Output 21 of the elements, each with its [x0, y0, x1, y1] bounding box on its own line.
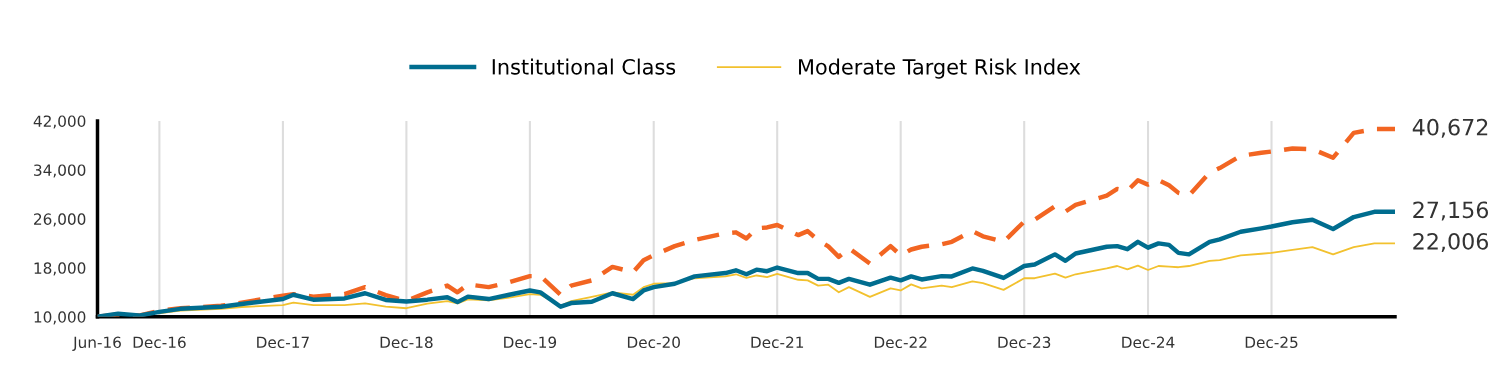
- y-tick-label: 42,000: [33, 115, 86, 129]
- x-tick-label: Dec-21: [751, 336, 804, 349]
- x-tick-label: Dec-22: [874, 336, 927, 349]
- annotation: 22,006: [1413, 232, 1489, 253]
- annotation: 27,156: [1413, 201, 1489, 221]
- x-tick-label: Jun-16: [72, 336, 121, 351]
- y-tick-label: 18,000: [34, 262, 86, 276]
- legend-label: Institutional Class: [492, 58, 676, 75]
- x-tick-label: Dec-17: [257, 336, 309, 349]
- y-tick-label: 26,000: [34, 213, 86, 227]
- legend-label: Moderate Target Risk Index: [799, 58, 1081, 79]
- x-tick-label: Dec-20: [627, 336, 680, 349]
- x-tick-label: Dec-19: [504, 336, 557, 349]
- y-tick-label: 10,000: [34, 311, 86, 325]
- x-tick-label: Dec-23: [998, 336, 1051, 349]
- x-tick-label: Dec-18: [380, 336, 433, 349]
- annotation: 40,672: [1412, 118, 1488, 138]
- x-tick-label: Dec-25: [1245, 336, 1298, 349]
- x-tick-label: Dec-16: [133, 336, 186, 349]
- y-tick-label: 34,000: [34, 164, 86, 178]
- x-tick-label: Dec-24: [1122, 336, 1175, 349]
